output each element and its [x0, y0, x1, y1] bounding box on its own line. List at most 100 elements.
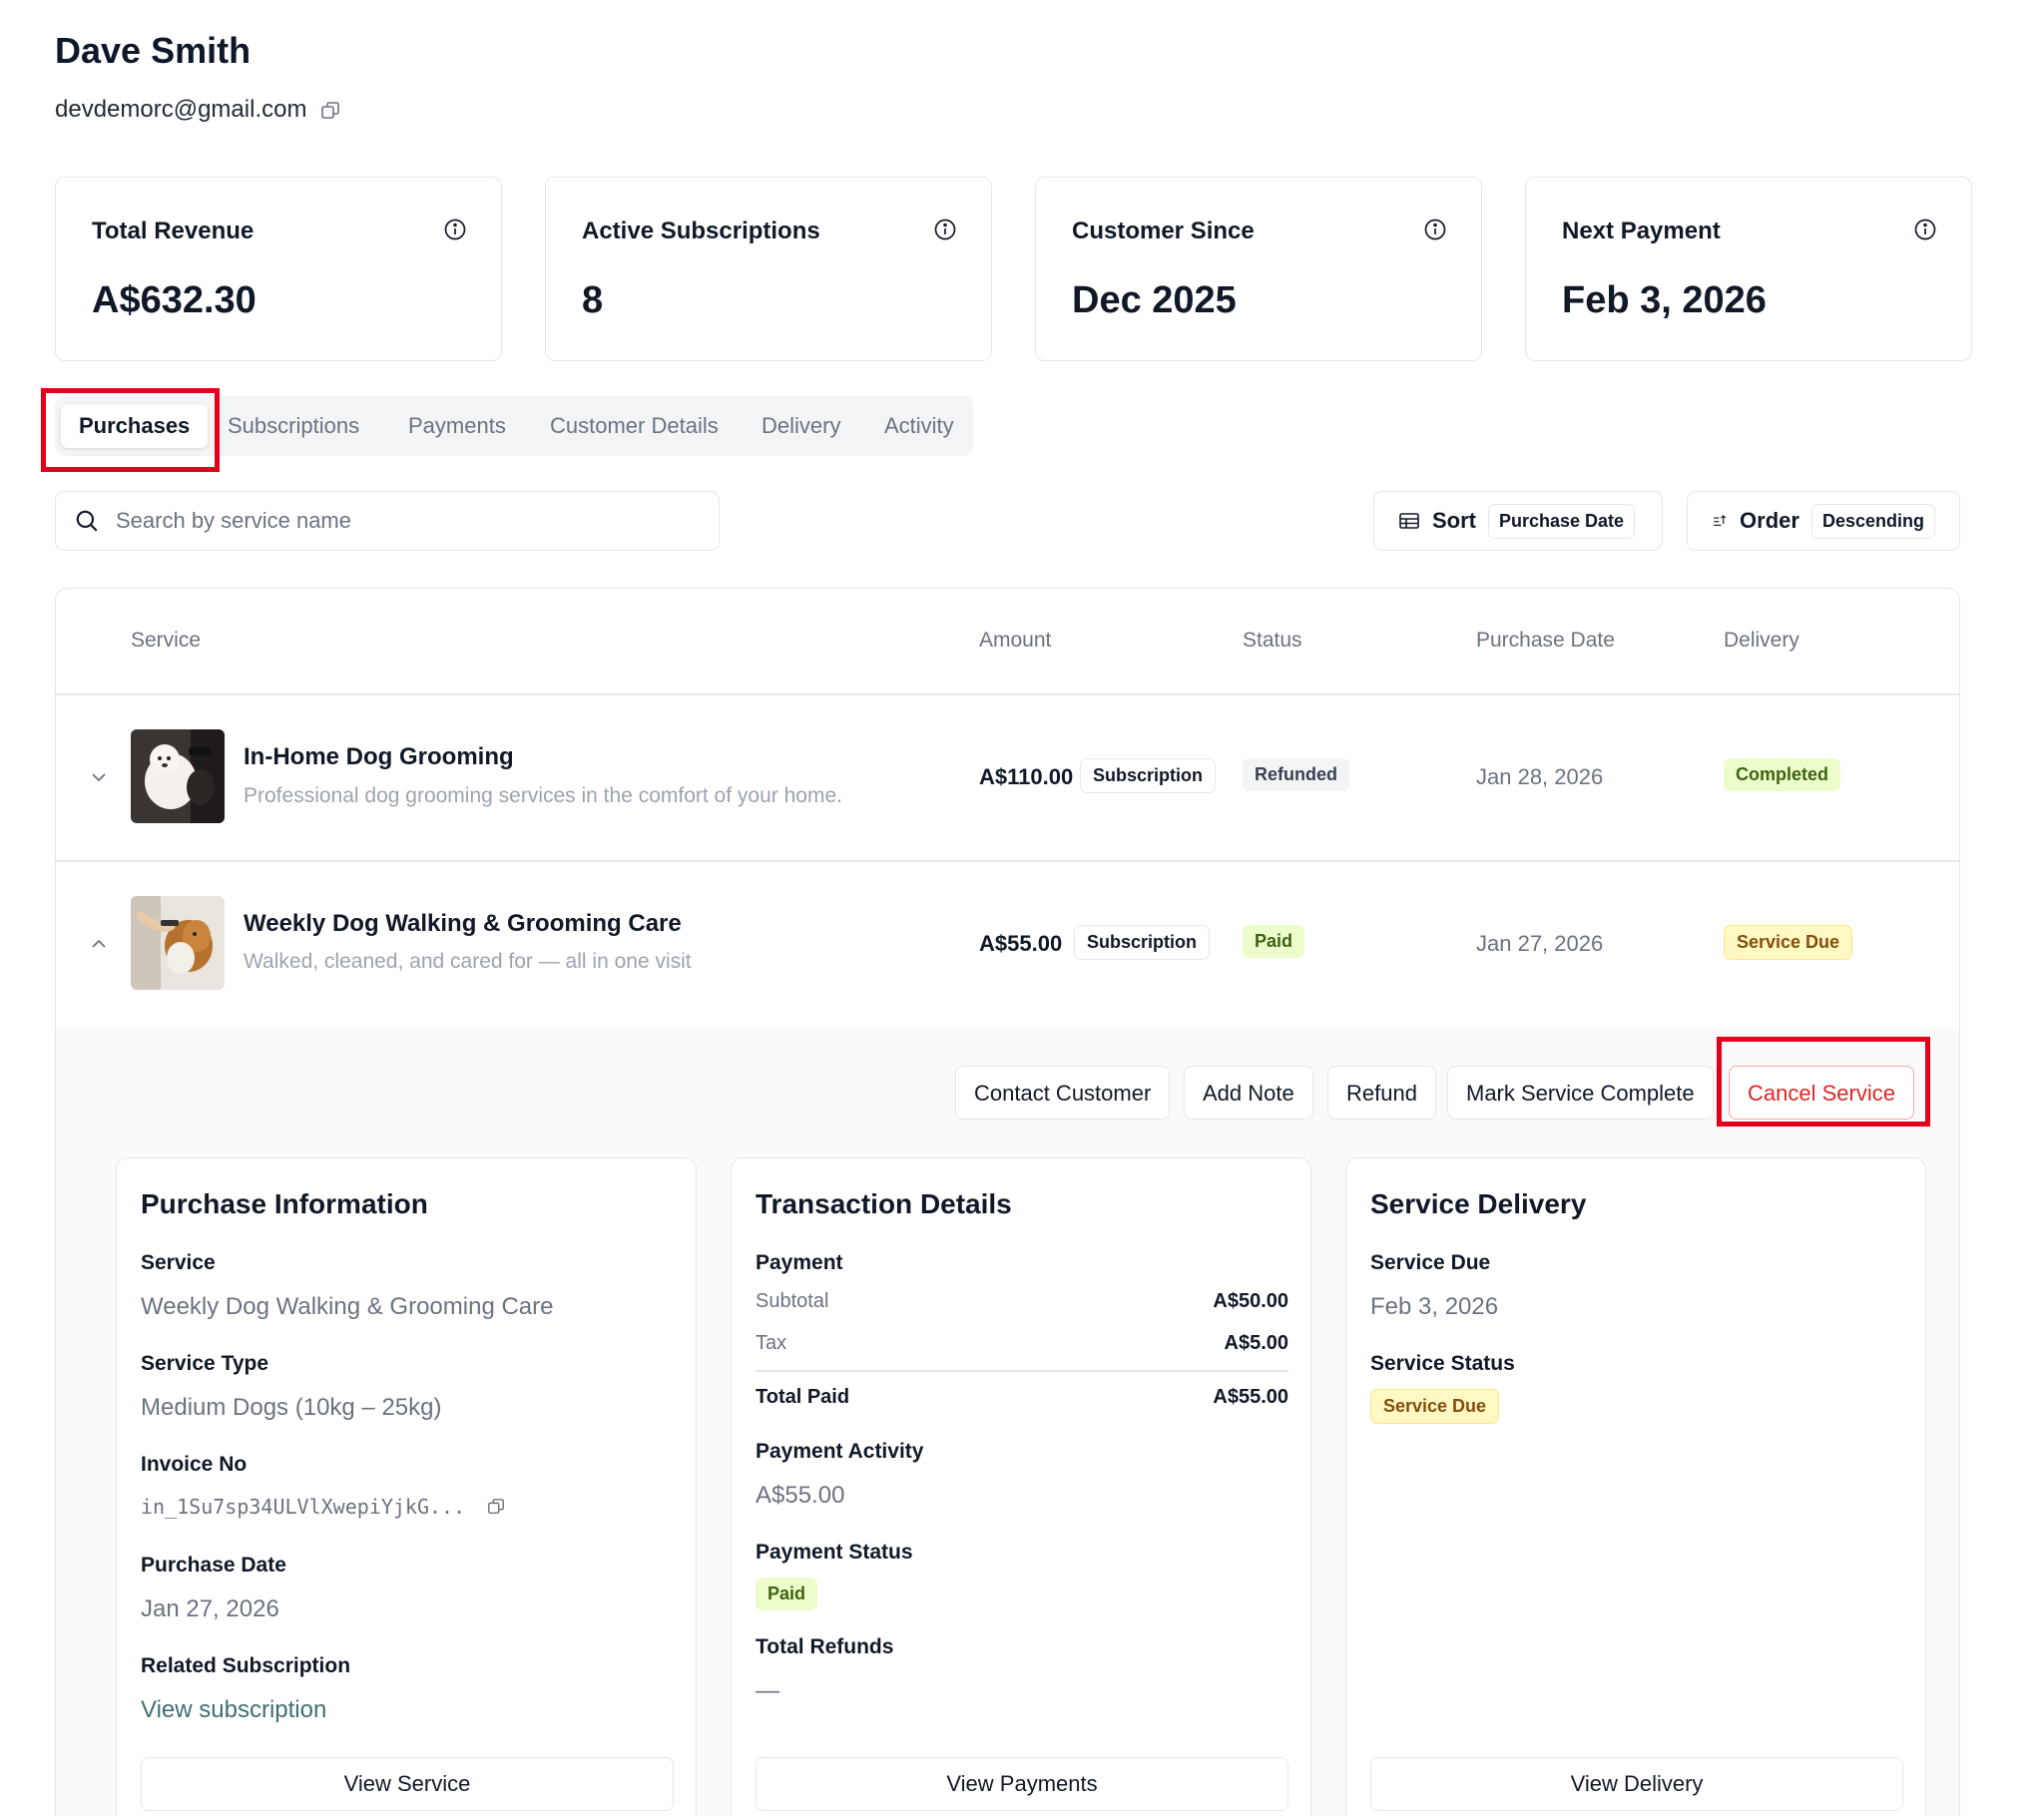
- table-icon: [1399, 513, 1419, 529]
- payment-label: Payment: [756, 1251, 843, 1274]
- cancel-service-button[interactable]: Cancel Service: [1729, 1066, 1914, 1120]
- service-title[interactable]: In-Home Dog Grooming: [244, 743, 514, 770]
- view-payments-button[interactable]: View Payments: [756, 1757, 1288, 1811]
- highlight-box-purchases-tab: [41, 388, 220, 472]
- add-note-button[interactable]: Add Note: [1184, 1066, 1313, 1120]
- tax-label: Tax: [756, 1332, 787, 1354]
- total-paid-label: Total Paid: [756, 1386, 850, 1408]
- type-badge: Subscription: [1074, 925, 1211, 960]
- tab-activity[interactable]: Activity: [884, 413, 954, 438]
- payment-status-label: Payment Status: [756, 1541, 913, 1564]
- service-status-badge: Service Due: [1370, 1389, 1500, 1424]
- payment-activity-label: Payment Activity: [756, 1440, 924, 1463]
- service-thumbnail: [131, 896, 225, 990]
- column-header-delivery: Delivery: [1724, 629, 1799, 652]
- service-value: Weekly Dog Walking & Grooming Care: [141, 1293, 554, 1320]
- payment-activity-value: A$55.00: [756, 1482, 845, 1509]
- service-description: Walked, cleaned, and cared for — all in …: [244, 950, 692, 973]
- order-value: Descending: [1810, 503, 1935, 539]
- customer-email: devdemorc@gmail.com: [55, 96, 307, 123]
- column-header-service: Service: [131, 629, 202, 652]
- column-header-purchase-date: Purchase Date: [1476, 629, 1615, 652]
- service-due-label: Service Due: [1370, 1251, 1491, 1274]
- tab-bar: Purchases Subscriptions Payments Custome…: [55, 396, 973, 456]
- invoice-row: in_1Su7sp34ULVlXwepiYjkG...: [141, 1495, 505, 1519]
- stat-label: Next Payment: [1562, 218, 1721, 244]
- stat-value: 8: [582, 279, 604, 321]
- total-refunds-label: Total Refunds: [756, 1635, 894, 1658]
- info-icon[interactable]: [933, 218, 957, 241]
- delivery-badge: Completed: [1724, 758, 1841, 791]
- invoice-label: Invoice No: [141, 1453, 248, 1476]
- highlight-box-cancel-service: [1717, 1037, 1930, 1127]
- order-label: Order: [1740, 508, 1799, 533]
- mark-service-complete-button[interactable]: Mark Service Complete: [1447, 1066, 1714, 1120]
- total-paid-value: A$55.00: [1213, 1386, 1288, 1408]
- customer-email-row: devdemorc@gmail.com: [55, 96, 340, 124]
- delivery-badge: Service Due: [1724, 925, 1853, 960]
- service-type-value: Medium Dogs (10kg – 25kg): [141, 1394, 442, 1421]
- service-delivery-panel: Service Delivery Service Due Feb 3, 2026…: [1345, 1157, 1926, 1816]
- tab-delivery[interactable]: Delivery: [762, 413, 841, 438]
- sort-label: Sort: [1432, 508, 1476, 533]
- payment-status-badge: Paid: [756, 1578, 818, 1610]
- sort-value: Purchase Date: [1488, 503, 1636, 539]
- refund-button[interactable]: Refund: [1327, 1066, 1436, 1120]
- type-badge: Subscription: [1080, 758, 1217, 793]
- chevron-up-icon[interactable]: [88, 933, 110, 955]
- purchase-information-panel: Purchase Information Service Weekly Dog …: [116, 1157, 697, 1816]
- column-header-amount: Amount: [979, 629, 1052, 652]
- column-header-status: Status: [1243, 629, 1302, 652]
- subtotal-row: Subtotal A$50.00: [756, 1290, 1288, 1313]
- info-icon[interactable]: [443, 218, 467, 241]
- info-icon[interactable]: [1913, 218, 1937, 241]
- purchase-date-label: Purchase Date: [141, 1554, 286, 1577]
- purchase-date: Jan 27, 2026: [1476, 931, 1604, 956]
- view-delivery-button[interactable]: View Delivery: [1370, 1757, 1903, 1811]
- search-box: [55, 491, 720, 551]
- service-title[interactable]: Weekly Dog Walking & Grooming Care: [244, 910, 682, 937]
- stat-card-customer-since: Customer Since Dec 2025: [1035, 177, 1482, 361]
- contact-customer-button[interactable]: Contact Customer: [955, 1066, 1171, 1120]
- info-icon[interactable]: [1423, 218, 1447, 241]
- stat-card-next-payment: Next Payment Feb 3, 2026: [1525, 177, 1972, 361]
- chevron-down-icon[interactable]: [88, 766, 110, 788]
- status-badge: Paid: [1243, 925, 1305, 958]
- related-subscription-label: Related Subscription: [141, 1654, 351, 1677]
- tab-customer-details[interactable]: Customer Details: [550, 413, 719, 438]
- service-due-value: Feb 3, 2026: [1370, 1293, 1499, 1320]
- divider: [56, 860, 1959, 862]
- stat-label: Total Revenue: [92, 218, 255, 244]
- amount-value: A$110.00: [979, 764, 1074, 789]
- tab-purchases[interactable]: Purchases: [61, 404, 209, 448]
- view-service-button[interactable]: View Service: [141, 1757, 674, 1811]
- view-subscription-link[interactable]: View subscription: [141, 1696, 327, 1723]
- subtotal-label: Subtotal: [756, 1290, 829, 1312]
- search-input[interactable]: [116, 508, 675, 534]
- copy-icon[interactable]: [320, 100, 340, 120]
- sort-order-icon: [1714, 515, 1727, 526]
- customer-name: Dave Smith: [55, 30, 252, 71]
- tax-value: A$5.00: [1224, 1332, 1289, 1354]
- search-icon: [76, 510, 98, 532]
- stat-label: Customer Since: [1072, 218, 1255, 244]
- service-thumbnail: [131, 729, 225, 823]
- copy-icon[interactable]: [487, 1498, 505, 1516]
- amount-value: A$55.00: [979, 931, 1063, 956]
- transaction-details-panel: Transaction Details Payment Subtotal A$5…: [731, 1157, 1311, 1816]
- tab-payments[interactable]: Payments: [408, 413, 506, 438]
- sort-button[interactable]: Sort Purchase Date: [1373, 491, 1663, 551]
- purchase-date-value: Jan 27, 2026: [141, 1595, 279, 1622]
- service-description: Professional dog grooming services in th…: [244, 784, 842, 807]
- order-button[interactable]: Order Descending: [1687, 491, 1960, 551]
- panel-title: Purchase Information: [141, 1188, 428, 1219]
- total-paid-row: Total Paid A$55.00: [756, 1386, 1288, 1409]
- stat-value: Dec 2025: [1072, 279, 1237, 321]
- stat-card-active-subscriptions: Active Subscriptions 8: [545, 177, 992, 361]
- tab-subscriptions[interactable]: Subscriptions: [228, 413, 360, 438]
- service-status-label: Service Status: [1370, 1352, 1515, 1375]
- stat-label: Active Subscriptions: [582, 218, 820, 244]
- stat-card-total-revenue: Total Revenue A$632.30: [55, 177, 502, 361]
- stat-value: Feb 3, 2026: [1562, 279, 1767, 321]
- status-badge: Refunded: [1243, 758, 1349, 791]
